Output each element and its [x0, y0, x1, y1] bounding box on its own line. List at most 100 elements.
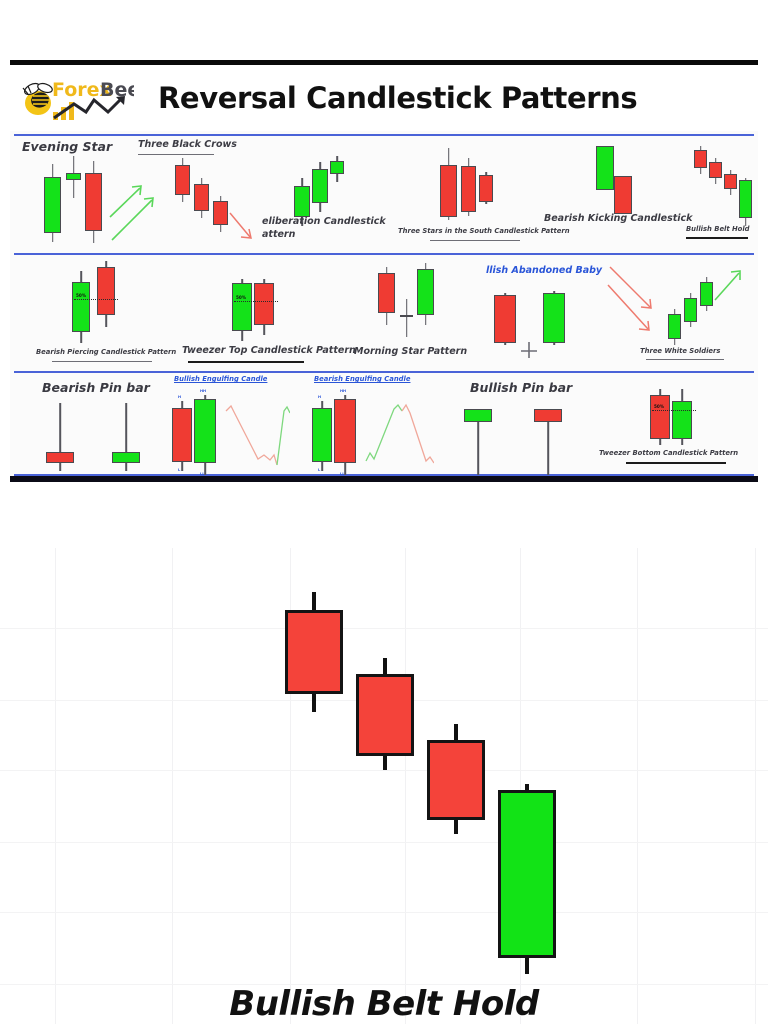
mini-label-hh-1: HH — [200, 389, 207, 393]
underline-three-black-crows — [138, 154, 214, 155]
underline-tweezer-top — [188, 361, 304, 363]
row-separator-3 — [14, 371, 754, 373]
candle-three-stars-3 — [479, 172, 493, 204]
label-bearish-pin-bar: Bearish Pin bar — [42, 380, 150, 395]
candle-bearish-engulf-2 — [334, 395, 356, 475]
label-bullish-engulfing: Bullish Engulfing Candle — [174, 375, 268, 383]
candle-soldiers-3 — [700, 277, 713, 311]
candle-kicking-1 — [596, 146, 614, 190]
doji-abandoned-icon — [521, 342, 537, 358]
row-separator-4 — [14, 474, 754, 476]
mini-label-l-1: L — [178, 468, 181, 472]
label-evening-star: Evening Star — [22, 139, 113, 154]
mini-label-h-2: H — [318, 395, 322, 399]
gridline-horizontal — [0, 912, 768, 913]
candle-deliberation-1 — [294, 178, 310, 226]
label-bearish-engulfing: Bearish Engulfing Candle — [314, 375, 411, 383]
chart-title: Bullish Belt Hold — [229, 984, 539, 1024]
candle-bullish-pin-2 — [534, 409, 562, 475]
piercing-50-line — [74, 299, 118, 300]
candle-bearish-engulf-1 — [312, 401, 332, 471]
chart-candle-1-body — [285, 610, 343, 694]
candle-deliberation-2 — [312, 162, 328, 212]
label-deliberation-line2: attern — [262, 229, 296, 240]
candle-kicking-2 — [614, 176, 632, 214]
chart-candle-1 — [285, 592, 343, 712]
label-three-stars-south: Three Stars in the South Candlestick Pat… — [398, 227, 570, 235]
candle-crows-2 — [194, 178, 209, 218]
pattern-row-1: Evening Star Three Black Crows — [10, 136, 758, 253]
chart-candle-3 — [427, 724, 485, 834]
chart-candle-4-body — [498, 790, 556, 958]
label-morning-star: Morning Star Pattern — [354, 346, 468, 357]
downtrend-arrow-1 — [229, 212, 252, 239]
tweezer-bottom-50-line — [652, 410, 696, 411]
row-separator-2 — [14, 253, 754, 255]
uptrend-arrow-2 — [714, 270, 741, 301]
underline-bullish-belt-hold-mini — [686, 237, 748, 239]
candle-three-stars-1 — [440, 148, 457, 220]
label-bullish-pin-bar: Bullish Pin bar — [470, 380, 573, 395]
candle-tweezer-top-2 — [254, 279, 274, 335]
gridline-horizontal — [0, 984, 768, 985]
chart-candle-3-body — [427, 740, 485, 820]
candle-bearish-pin-2 — [112, 403, 140, 471]
mini-label-ll-2: LL — [340, 472, 345, 476]
downtrend-arrows-2 — [607, 266, 652, 331]
candle-soldiers-1 — [668, 309, 681, 345]
piercing-50-label: 50% — [76, 293, 87, 298]
label-bearish-piercing: Bearish Piercing Candlestick Pattern — [36, 348, 177, 356]
candle-morning-star-2 — [400, 299, 413, 337]
underline-bearish-piercing — [52, 361, 152, 362]
forexbee-logo: Forex Bee — [16, 72, 134, 124]
underline-three-stars-south — [430, 240, 520, 241]
bullish-belt-hold-chart: Bullish Belt Hold — [0, 548, 768, 1024]
mini-label-h-1: H — [178, 395, 182, 399]
infographic-panel: Forex Bee Reversal Candlestick Patterns — [10, 60, 758, 482]
chart-candle-2-body — [356, 674, 414, 756]
engulfing-price-path-2 — [365, 403, 434, 464]
infographic-header: Forex Bee Reversal Candlestick Patterns — [10, 65, 758, 131]
label-tweezer-bottom: Tweezer Bottom Candlestick Pattern — [599, 449, 739, 457]
gridline-horizontal — [0, 770, 768, 771]
mini-label-hh-2: HH — [340, 389, 347, 393]
candle-crows-1 — [175, 158, 190, 202]
underline-tweezer-bottom — [626, 462, 726, 464]
candle-piercing-2 — [97, 261, 115, 327]
svg-text:Forex: Forex — [52, 79, 112, 101]
candle-morning-star-1 — [378, 267, 395, 325]
candle-evening-star-1 — [44, 164, 61, 242]
candle-abandoned-1 — [494, 293, 516, 345]
candle-soldiers-2 — [684, 293, 697, 327]
candle-tweezer-bottom-2 — [672, 389, 692, 445]
gridline-vertical — [290, 548, 291, 1024]
candle-bearish-pin-1 — [46, 403, 74, 471]
candle-evening-star-2 — [66, 156, 81, 198]
candle-three-stars-2 — [461, 158, 476, 216]
gridline-vertical — [172, 548, 173, 1024]
candle-abandoned-3 — [543, 291, 565, 345]
candle-bullish-pin-1 — [464, 409, 492, 475]
candle-tweezer-bottom-1 — [650, 389, 670, 445]
gridline-vertical — [637, 548, 638, 1024]
gridline-vertical — [405, 548, 406, 1024]
gridline-vertical — [55, 548, 56, 1024]
tweezer-bottom-50-label: 50% — [654, 404, 665, 409]
label-tweezer-top: Tweezer Top Candlestick Pattern — [182, 345, 356, 356]
underline-three-white-soldiers — [646, 359, 724, 360]
row-separator-1 — [14, 134, 754, 136]
label-bearish-kicking: Bearish Kicking Candlestick — [544, 213, 693, 224]
tweezer-top-50-label: 50% — [236, 295, 247, 300]
candle-morning-star-3 — [417, 263, 434, 325]
gridline-horizontal — [0, 842, 768, 843]
engulfing-price-path-1 — [225, 404, 290, 466]
candle-beltholdmini-2 — [709, 158, 722, 184]
mini-label-ll-1: LL — [200, 472, 205, 476]
mini-label-l-2: L — [318, 468, 321, 472]
bottom-black-rule — [10, 476, 758, 482]
label-bullish-belt-hold-mini: Bullish Belt Hold — [686, 225, 750, 233]
top-black-rule — [10, 60, 758, 65]
candle-piercing-1 — [72, 271, 90, 343]
tweezer-top-50-line — [234, 301, 278, 302]
candle-crows-3 — [213, 196, 228, 232]
